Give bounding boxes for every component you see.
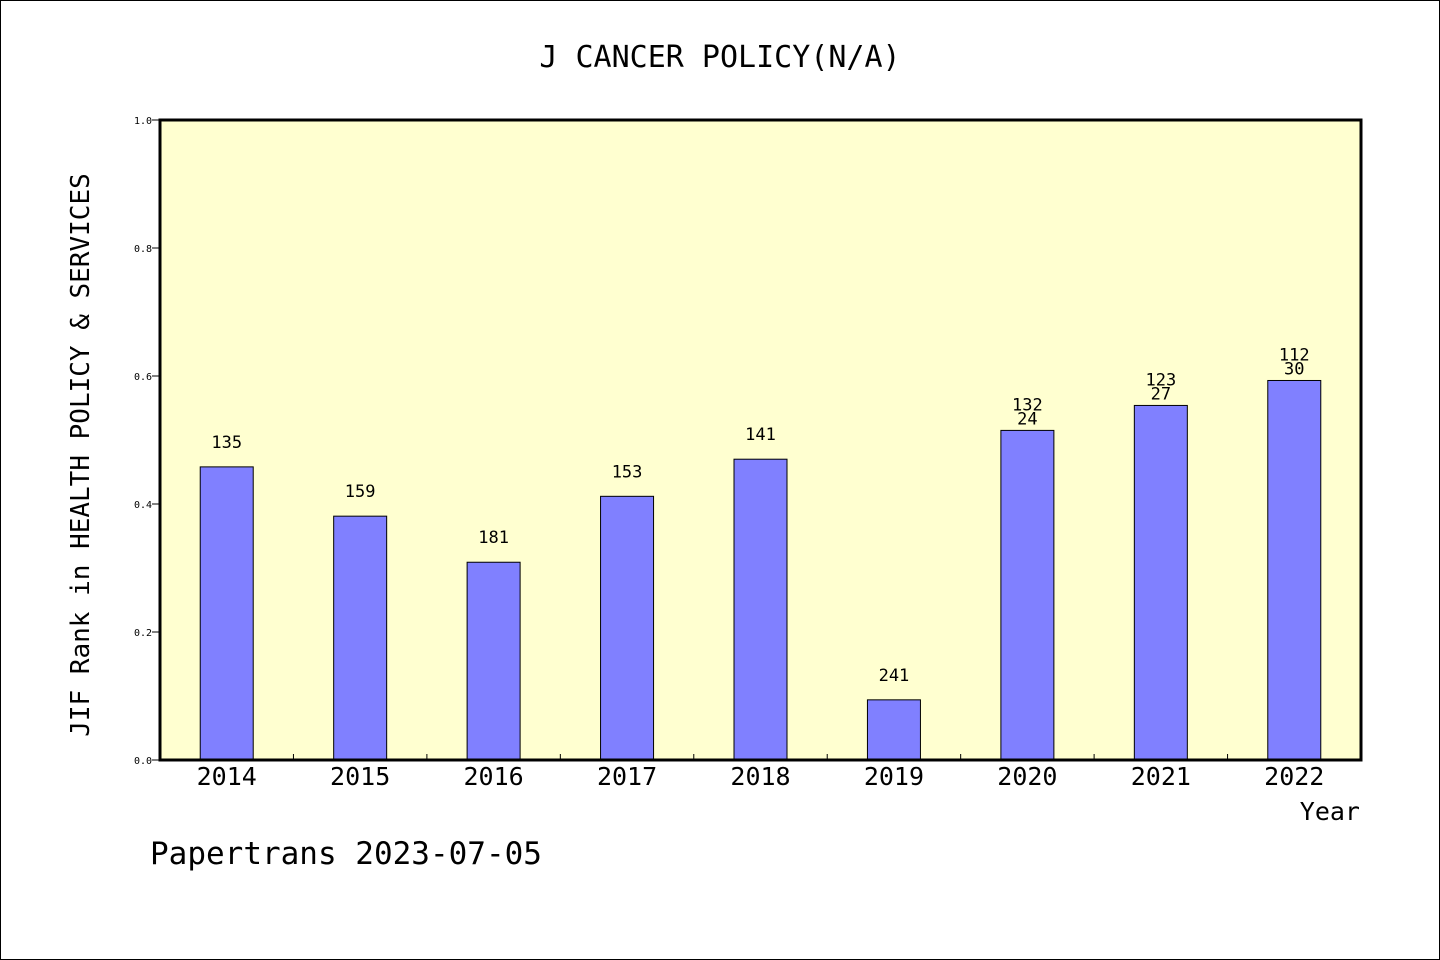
bar-label: 135: [211, 433, 242, 453]
chart-title: J CANCER POLICY(N/A): [539, 40, 900, 75]
bar-label: 181: [478, 528, 509, 548]
x-tick-label: 2022: [1264, 762, 1324, 791]
bar-label-secondary: 24: [1017, 409, 1037, 429]
y-tick-label: 0.6: [134, 372, 152, 383]
footer-credit: Papertrans 2023-07-05: [150, 836, 542, 872]
y-tick-label: 0.2: [134, 628, 152, 639]
y-axis-label: JIF Rank in HEALTH POLICY & SERVICES: [66, 173, 96, 737]
bar-label: 141: [745, 425, 776, 445]
bar-2018: [733, 458, 788, 761]
bar-label-rank: 123: [1145, 370, 1176, 390]
bar-label: 241: [879, 666, 910, 686]
y-tick-label: 0.4: [134, 500, 152, 511]
y-tick-label: 0.0: [134, 756, 152, 767]
y-tick-label: 0.8: [134, 244, 152, 255]
x-axis: 2014 2015 2016 2017 2018 2019 2020 2021 2022: [197, 754, 1324, 791]
bar-2022: [1267, 379, 1322, 761]
x-tick-label: 2019: [864, 762, 924, 791]
bar-2017: [600, 495, 655, 761]
bar-label: 153: [612, 462, 643, 482]
bar-label-rank: 132: [1012, 395, 1043, 415]
y-axis: 0.0 0.2 0.4 0.6 0.8 1.0: [134, 116, 160, 767]
x-tick-label: 2018: [730, 762, 790, 791]
plot-border: [158, 118, 1363, 762]
bar-2014: [199, 466, 254, 761]
bar-label-rank: 112: [1279, 345, 1310, 365]
x-tick-label: 2021: [1131, 762, 1191, 791]
x-tick-label: 2020: [997, 762, 1057, 791]
x-tick-label: 2017: [597, 762, 657, 791]
bar-2019: [866, 699, 921, 761]
bar-2021: [1133, 404, 1188, 761]
x-tick-label: 2014: [197, 762, 257, 791]
x-tick-label: 2016: [464, 762, 524, 791]
bar-2016: [466, 561, 521, 761]
y-tick-label: 1.0: [134, 116, 152, 127]
x-tick-label: 2015: [330, 762, 390, 791]
bars-group: [199, 379, 1322, 761]
bar-label-secondary: 27: [1151, 384, 1171, 404]
x-axis-label: Year: [1300, 797, 1360, 826]
bar-2015: [333, 515, 388, 761]
bar-label-secondary: 30: [1284, 359, 1304, 379]
bar-2020: [1000, 429, 1055, 761]
bar-label: 159: [345, 482, 376, 502]
